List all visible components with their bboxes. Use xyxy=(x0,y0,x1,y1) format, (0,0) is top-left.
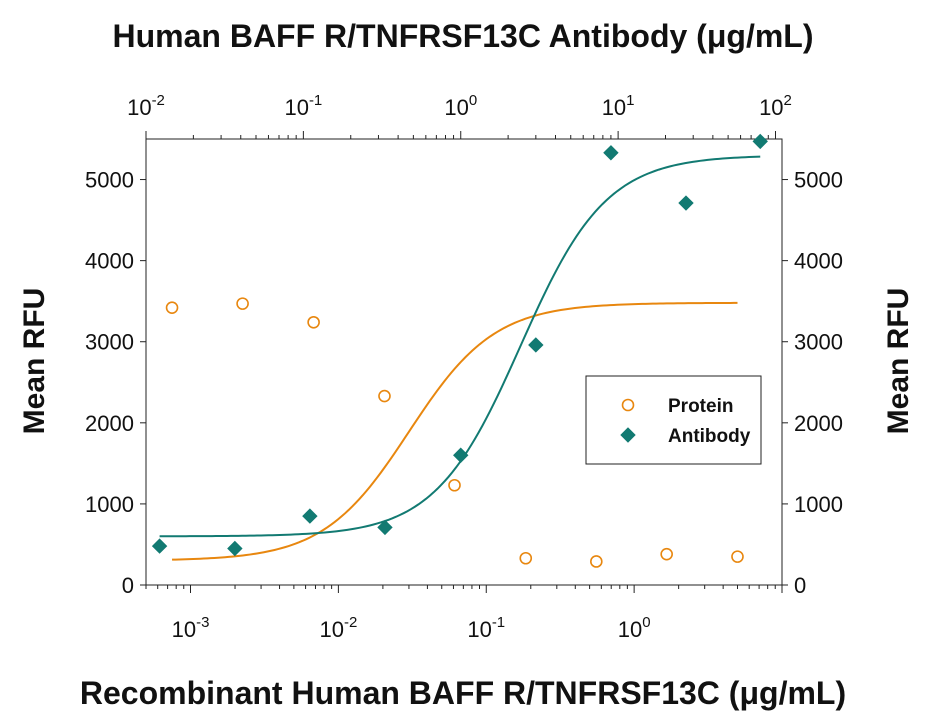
y-tick-label-left: 1000 xyxy=(85,492,134,517)
fit-curves xyxy=(159,155,761,561)
data-point-protein xyxy=(660,547,673,561)
data-point-protein xyxy=(590,555,603,568)
y-tick-label-left: 2000 xyxy=(85,411,134,436)
y-tick-label-left: 5000 xyxy=(85,168,134,193)
legend-label-protein: Protein xyxy=(668,396,733,417)
x-top-tick-label: 100 xyxy=(444,92,477,120)
x-top-tick-label: 101 xyxy=(602,92,635,120)
x-top-tick-label: 10-1 xyxy=(284,92,322,120)
data-point-protein xyxy=(519,551,533,565)
data-point-antibody xyxy=(302,508,318,524)
data-point-antibody xyxy=(151,538,168,554)
data-point-protein xyxy=(378,389,391,403)
data-point-protein xyxy=(236,297,249,310)
legend-box xyxy=(585,375,762,465)
data-point-antibody xyxy=(678,195,694,211)
plot-frame xyxy=(145,138,783,586)
y-tick-label-right: 2000 xyxy=(794,411,843,436)
data-point-antibody xyxy=(377,519,393,536)
data-point-antibody xyxy=(752,133,768,150)
y-tick-label-left: 3000 xyxy=(85,330,134,355)
x-top-tick-label: 10-2 xyxy=(127,92,165,120)
top-axis-title: Human BAFF R/TNFRSF13C Antibody (μg/mL) xyxy=(112,18,813,54)
y-tick-label-right: 3000 xyxy=(794,330,843,355)
y-tick-label-left: 4000 xyxy=(85,249,134,274)
y-tick-label-left: 0 xyxy=(122,573,134,598)
axis-ticks xyxy=(140,131,788,593)
legend: Protein Antibody xyxy=(585,375,762,465)
x-bottom-tick-label: 10-1 xyxy=(467,614,505,642)
data-point-antibody xyxy=(603,145,619,161)
y-tick-label-right: 1000 xyxy=(794,492,843,517)
bottom-axis-title: Recombinant Human BAFF R/TNFRSF13C (μg/m… xyxy=(80,675,846,711)
data-point-antibody xyxy=(227,540,243,557)
data-point-protein xyxy=(165,301,179,314)
data-point-protein xyxy=(307,315,320,329)
data-points xyxy=(151,133,768,568)
legend-marker-antibody xyxy=(620,427,636,443)
data-point-protein xyxy=(731,550,744,563)
tick-labels: 0 0 1000 1000 2000 2000 3000 3000 4000 4000 5000 50… xyxy=(85,92,843,642)
x-bottom-tick-label: 10-3 xyxy=(172,614,210,642)
data-point-antibody xyxy=(528,337,544,353)
right-y-axis-title: Mean RFU xyxy=(882,288,915,435)
fit-curve-antibody xyxy=(159,155,761,538)
x-bottom-tick-label: 100 xyxy=(618,614,651,642)
data-point-protein xyxy=(448,478,461,492)
y-tick-label-right: 4000 xyxy=(794,249,843,274)
data-point-antibody xyxy=(453,447,469,463)
legend-label-antibody: Antibody xyxy=(668,426,751,447)
y-tick-label-right: 5000 xyxy=(794,168,843,193)
x-top-tick-label: 102 xyxy=(759,92,792,120)
left-y-axis-title: Mean RFU xyxy=(18,288,51,435)
x-bottom-tick-label: 10-2 xyxy=(319,614,357,642)
y-tick-label-right: 0 xyxy=(794,573,806,598)
legend-marker-protein xyxy=(621,398,635,412)
fit-curve-protein xyxy=(172,301,738,561)
